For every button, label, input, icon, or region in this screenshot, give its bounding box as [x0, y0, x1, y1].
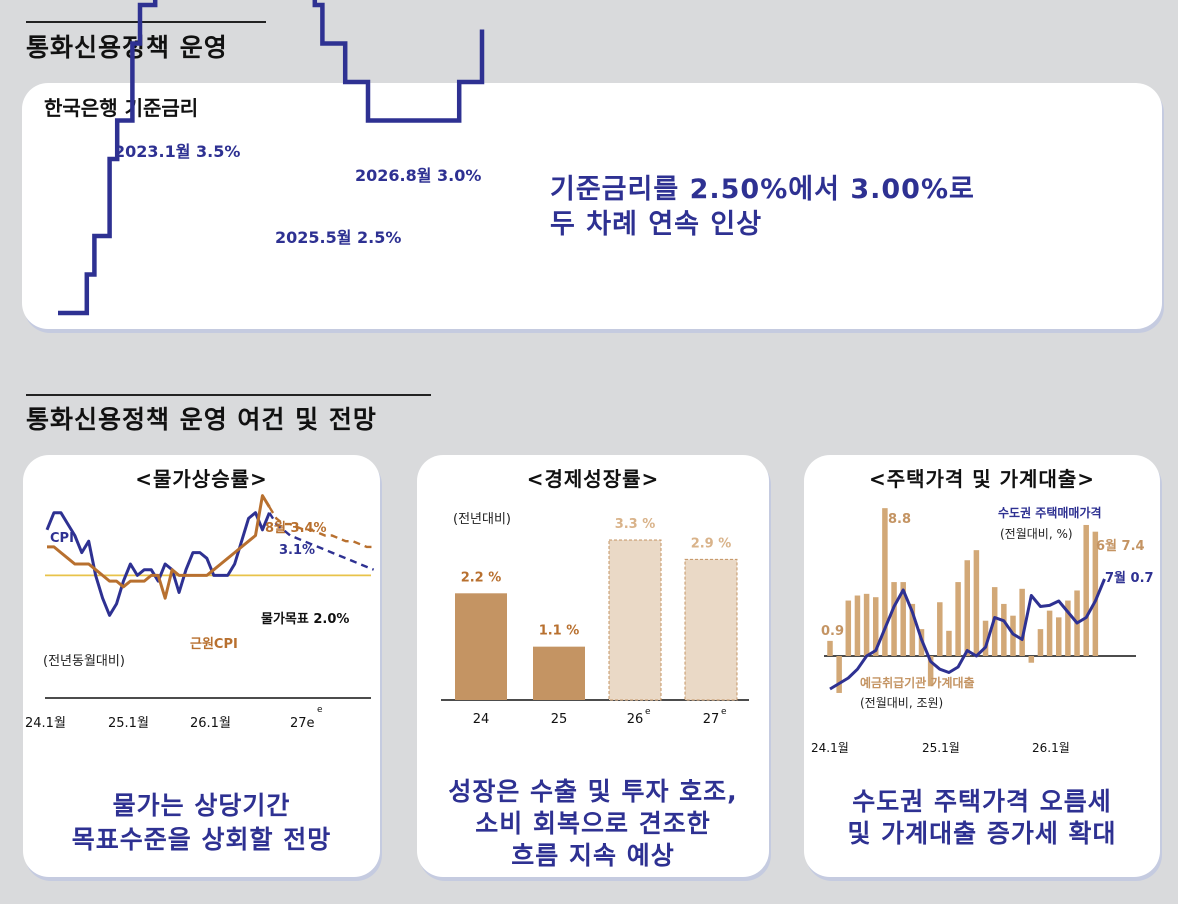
inflation-caption-line1: 물가는 상당기간 [112, 791, 291, 820]
housing-loan-bar [863, 593, 870, 656]
housing-price-line [829, 578, 1106, 691]
growth-bar [455, 593, 507, 700]
growth-bar [533, 646, 585, 700]
housing-loan-bar [882, 508, 888, 656]
growth-xtick: 27 [703, 712, 720, 727]
rate-label-2023: 2023.1월 3.5% [114, 142, 240, 161]
housing-caption-line2: 및 가계대출 증가세 확대 [847, 819, 1117, 848]
growth-forecast-mark: e [721, 707, 727, 717]
inflation-panel: <물가상승률> e (전년동월대비) 24.1월 25.1월 26.1월 27e… [23, 455, 380, 877]
policy-rate-step-line [58, 0, 485, 316]
housing-label-june: 6월 7.4 [1096, 538, 1145, 554]
housing-loan-bar [909, 603, 916, 656]
rate-headline-line1: 기준금리를 2.50%에서 3.00%로 [550, 174, 975, 205]
housing-xtick-1: 25.1월 [922, 741, 960, 755]
inflation-unit-label: (전년동월대비) [43, 654, 125, 669]
section2-rule [26, 394, 431, 396]
rate-label-2026: 2026.8월 3.0% [355, 166, 481, 185]
section2-title: 통화신용정책 운영 여건 및 전망 [26, 405, 377, 434]
inflation-cpi-forecast-label: 3.1% [279, 543, 315, 558]
growth-caption-line3: 흐름 지속 예상 [511, 841, 675, 870]
inflation-xtick-2: 26.1월 [190, 716, 231, 731]
housing-line-legend: 수도권 주택매매가격 [998, 505, 1102, 520]
housing-chart: 수도권 주택매매가격 (전월대비, %) 예금취급기관 가계대출 (전월대비, … [811, 505, 1154, 755]
housing-loan-bar [946, 630, 952, 656]
growth-bar [684, 558, 738, 701]
housing-caption-line1: 수도권 주택가격 오름세 [852, 787, 1112, 816]
growth-panel: <경제성장률> 2.2 % 24 1.1 % 25 3.3 % 26 e 2.9 % 27 e (… [417, 455, 769, 877]
growth-value-label: 1.1 % [539, 624, 580, 639]
inflation-target-label: 물가목표 2.0% [261, 612, 349, 627]
inflation-core-label: 근원CPI [190, 637, 238, 652]
policy-rate-chart: 2023.1월 3.5% 2025.5월 2.5% 2026.8월 3.0% [58, 0, 485, 316]
housing-loan-bar [1056, 617, 1062, 656]
housing-label-first: 0.9 [821, 624, 844, 639]
housing-loan-bar [1001, 603, 1007, 656]
housing-loan-bar [964, 560, 970, 656]
growth-xtick: 26 [627, 712, 644, 727]
growth-chart: 2.2 %241.1 %253.3 %26 e2.9 %27 e (전년대비) [441, 512, 749, 727]
housing-bar-legend: 예금취급기관 가계대출 [860, 675, 975, 690]
housing-loan-bar [900, 582, 906, 656]
housing-label-max: 8.8 [888, 512, 911, 527]
growth-value-label: 2.9 % [691, 536, 732, 551]
growth-bar [608, 539, 662, 701]
housing-label-july: 7월 0.7 [1105, 570, 1154, 586]
housing-loan-bar [1010, 615, 1016, 656]
inflation-core-cpi-line [47, 494, 271, 600]
housing-loan-bar [1028, 656, 1035, 663]
growth-caption-line2: 소비 회복으로 견조한 [475, 809, 711, 838]
policy-rate-title: 한국은행 기준금리 [44, 96, 199, 120]
housing-loan-bar [1065, 600, 1071, 656]
inflation-xtick-3: 27e [290, 716, 315, 731]
housing-loan-bar [1037, 629, 1044, 656]
growth-value-label: 3.3 % [615, 517, 656, 532]
inflation-caption-line2: 목표수준을 상회할 전망 [71, 825, 332, 854]
housing-panel-title: <주택가격 및 가계대출> [868, 467, 1096, 491]
housing-loan-bar [1092, 531, 1099, 656]
housing-loan-bar [891, 582, 897, 656]
housing-loan-bar [982, 620, 989, 656]
inflation-core-aug-label: 8월 3.4% [265, 520, 327, 536]
housing-loan-bar [1046, 610, 1053, 656]
growth-unit-label: (전년대비) [453, 512, 511, 527]
rate-label-2025: 2025.5월 2.5% [275, 228, 401, 247]
housing-bar-unit: (전월대비, 조원) [860, 696, 943, 710]
section1-rule [26, 21, 266, 23]
housing-loan-bar [1083, 524, 1089, 656]
housing-loan-bar [873, 597, 879, 656]
rate-headline-line2: 두 차례 연속 인상 [550, 209, 763, 240]
housing-loan-bar [927, 656, 934, 687]
growth-panel-title: <경제성장률> [526, 467, 660, 491]
housing-loan-bar [854, 595, 861, 656]
inflation-cpi-forecast-line [268, 512, 375, 571]
housing-loan-bar [937, 602, 943, 656]
inflation-forecast-mark: e [317, 705, 323, 715]
inflation-cpi-label: CPI [50, 531, 74, 546]
housing-panel: <주택가격 및 가계대출> 수도권 주택매매가격 (전월대비, %) 예금취급기… [804, 455, 1160, 877]
housing-loan-bar [836, 656, 842, 693]
housing-loan-bar [845, 600, 852, 656]
inflation-panel-title: <물가상승률> [135, 467, 268, 491]
growth-xtick: 25 [551, 712, 568, 727]
growth-value-label: 2.2 % [461, 570, 502, 585]
housing-loan-bar [1019, 588, 1025, 656]
inflation-chart: e (전년동월대비) 24.1월 25.1월 26.1월 27e CPI 3.1… [25, 494, 375, 731]
inflation-xtick-1: 25.1월 [108, 716, 149, 731]
housing-line-unit: (전월대비, %) [1000, 527, 1073, 541]
housing-loan-bar [973, 550, 980, 656]
section1-title: 통화신용정책 운영 [26, 33, 228, 62]
housing-loan-bar [827, 640, 833, 656]
housing-loan-bar [955, 582, 961, 656]
growth-xtick: 24 [473, 712, 490, 727]
inflation-core-cpi-forecast-line [268, 506, 374, 549]
housing-xtick-2: 26.1월 [1032, 741, 1070, 755]
housing-xtick-0: 24.1월 [811, 741, 849, 755]
policy-rate-card: 한국은행 기준금리 2023.1월 3.5% 2025.5월 2.5% 2026… [22, 0, 1162, 329]
inflation-xtick-0: 24.1월 [25, 716, 66, 731]
growth-forecast-mark: e [645, 707, 651, 717]
inflation-cpi-line [45, 511, 271, 617]
growth-caption-line1: 성장은 수출 및 투자 호조, [448, 777, 738, 806]
